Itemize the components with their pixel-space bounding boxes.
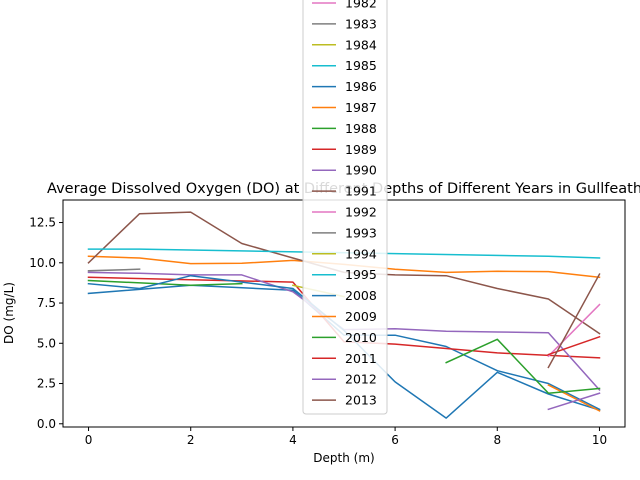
legend: 1982 1983 1984 1985 1986 1987 1988 1989 1990 1991… bbox=[302, 0, 388, 415]
series-line-2009 bbox=[547, 384, 601, 412]
legend-entry: 2012 bbox=[312, 372, 377, 387]
x-axis: 0 2 4 6 8 10 bbox=[85, 427, 607, 447]
legend-label: 1986 bbox=[345, 79, 377, 94]
legend-label: 1983 bbox=[345, 16, 377, 31]
legend-label: 2010 bbox=[345, 330, 377, 345]
legend-box bbox=[302, 0, 388, 415]
legend-entry: 1986 bbox=[312, 79, 377, 94]
series-line-2012 bbox=[547, 392, 601, 411]
legend-label: 1995 bbox=[345, 267, 377, 282]
legend-entry: 1983 bbox=[312, 16, 377, 31]
legend-entry: 2008 bbox=[312, 288, 377, 303]
x-tick-label: 2 bbox=[187, 433, 195, 447]
y-tick-label: 12.5 bbox=[29, 216, 56, 230]
series-line-2010 bbox=[445, 338, 601, 394]
legend-label: 2012 bbox=[345, 372, 377, 387]
y-tick-label: 0.0 bbox=[37, 417, 56, 431]
legend-entry: 1991 bbox=[312, 184, 377, 199]
legend-label: 2009 bbox=[345, 309, 377, 324]
y-axis: 0.0 2.5 5.0 7.5 10.0 12.5 bbox=[29, 216, 63, 431]
x-axis-label: Depth (m) bbox=[313, 451, 374, 465]
series-line-1993 bbox=[87, 268, 141, 272]
series-line-2013 bbox=[547, 273, 601, 369]
legend-entry: 1995 bbox=[312, 267, 377, 282]
legend-entry: 1990 bbox=[312, 163, 377, 178]
legend-entry: 1988 bbox=[312, 121, 377, 136]
legend-entry: 2011 bbox=[312, 351, 377, 366]
legend-label: 1989 bbox=[345, 142, 377, 157]
legend-entry: 2010 bbox=[312, 330, 377, 345]
series-line-1992 bbox=[547, 303, 601, 358]
legend-label: 2011 bbox=[345, 351, 377, 366]
legend-label: 1985 bbox=[345, 58, 377, 73]
series-line-1986 bbox=[87, 284, 601, 411]
legend-entry: 1985 bbox=[312, 58, 377, 73]
legend-entry: 1989 bbox=[312, 142, 377, 157]
legend-label: 1987 bbox=[345, 100, 377, 115]
legend-label: 1982 bbox=[345, 0, 377, 11]
legend-label: 1990 bbox=[345, 163, 377, 178]
x-tick-label: 8 bbox=[493, 433, 501, 447]
legend-entry: 1993 bbox=[312, 225, 377, 240]
y-axis-label: DO (mg/L) bbox=[2, 282, 16, 344]
y-tick-label: 7.5 bbox=[37, 296, 56, 310]
legend-label: 1993 bbox=[345, 225, 377, 240]
series-line-1988 bbox=[87, 279, 243, 287]
legend-entries: 1982 1983 1984 1985 1986 1987 1988 1989 1990 1991… bbox=[312, 0, 377, 408]
legend-label: 1992 bbox=[345, 205, 377, 220]
legend-entry: 1984 bbox=[312, 37, 377, 52]
x-tick-label: 10 bbox=[592, 433, 607, 447]
legend-entry: 2013 bbox=[312, 393, 377, 408]
x-tick-label: 4 bbox=[289, 433, 297, 447]
legend-label: 1994 bbox=[345, 246, 377, 261]
legend-label: 1988 bbox=[345, 121, 377, 136]
x-tick-label: 0 bbox=[85, 433, 93, 447]
legend-entry: 1987 bbox=[312, 100, 377, 115]
legend-label: 2013 bbox=[345, 393, 377, 408]
y-tick-label: 5.0 bbox=[37, 336, 56, 350]
legend-label: 1984 bbox=[345, 37, 377, 52]
x-tick-label: 6 bbox=[391, 433, 399, 447]
legend-entry: 1994 bbox=[312, 246, 377, 261]
y-tick-label: 2.5 bbox=[37, 377, 56, 391]
legend-entry: 2009 bbox=[312, 309, 377, 324]
legend-label: 2008 bbox=[345, 288, 377, 303]
legend-entry: 1982 bbox=[312, 0, 377, 11]
y-tick-label: 10.0 bbox=[29, 256, 56, 270]
legend-label: 1991 bbox=[345, 184, 377, 199]
legend-entry: 1992 bbox=[312, 205, 377, 220]
